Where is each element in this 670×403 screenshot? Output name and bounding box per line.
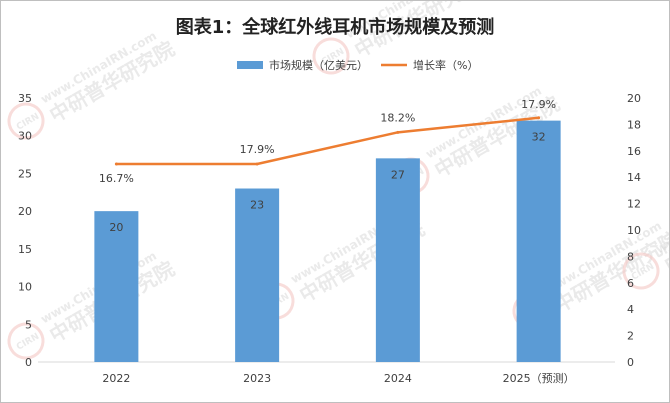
legend-line-label: 增长率（%） [413,58,478,72]
bar-data-label: 32 [532,131,546,144]
bar-data-label: 27 [391,168,405,181]
line-point [396,130,400,134]
line-point [114,162,118,166]
watermark-logo-icon [622,252,660,290]
y-right-tick-label: 20 [627,92,641,105]
bar-series [94,120,561,362]
y-right-tick-label: 18 [627,118,641,131]
x-tick-label: 2023 [243,372,271,385]
legend: 市场规模（亿美元） 增长率（%） [237,58,478,72]
y-left-tick-label: 5 [25,318,32,331]
y-right-tick-label: 6 [627,277,634,290]
y-left-tick-label: 0 [25,356,32,369]
legend-bar-swatch [237,61,263,69]
line-data-label: 17.9% [240,143,275,156]
bar [94,211,139,362]
line-data-label: 18.2% [380,111,415,124]
y-right-tick-label: 8 [627,250,634,263]
y-left-tick-label: 30 [18,130,32,143]
y-right-tick-label: 0 [627,356,634,369]
data-labels: 20 23 27 32 16.7% 17.9% 18.2% 17.9% [99,98,556,234]
y-left-tick-label: 35 [18,92,32,105]
y-right-tick-label: 10 [627,224,641,237]
line-data-label: 17.9% [521,98,556,111]
line-point [255,162,259,166]
watermark-logo: CIRN [15,332,41,353]
y-left-tick-label: 10 [18,281,32,294]
x-tick-label: 2025（预测） [503,372,575,385]
y-left-tick-label: 20 [18,205,32,218]
x-tick-label: 2022 [102,372,130,385]
growth-line [115,116,540,166]
watermark-logo-icon [312,37,350,75]
watermark-url: www.ChinaIRN.com [653,179,669,257]
watermark-logo-icon [7,102,45,140]
x-tick-label: 2024 [384,372,412,385]
chart-title: 图表1：全球红外线耳机市场规模及预测 [176,16,495,38]
line-data-label: 16.7% [99,172,134,185]
legend-bar-label: 市场规模（亿美元） [269,58,368,72]
y-right-tick-label: 2 [627,330,634,343]
y-right-tick-label: 12 [627,198,641,211]
y-left-tick-label: 25 [18,167,32,180]
y-left-tick-label: 15 [18,243,32,256]
bar [235,188,280,362]
y-right-tick-label: 14 [627,171,641,184]
y-right-tick-label: 4 [627,303,634,316]
bar-data-label: 23 [250,199,264,212]
bar [375,158,420,362]
line-point [537,116,541,120]
y-right-tick-label: 16 [627,145,641,158]
watermark-logo-icon [7,322,45,360]
bar-data-label: 20 [109,221,123,234]
bar [516,120,561,362]
line-series [114,116,541,166]
